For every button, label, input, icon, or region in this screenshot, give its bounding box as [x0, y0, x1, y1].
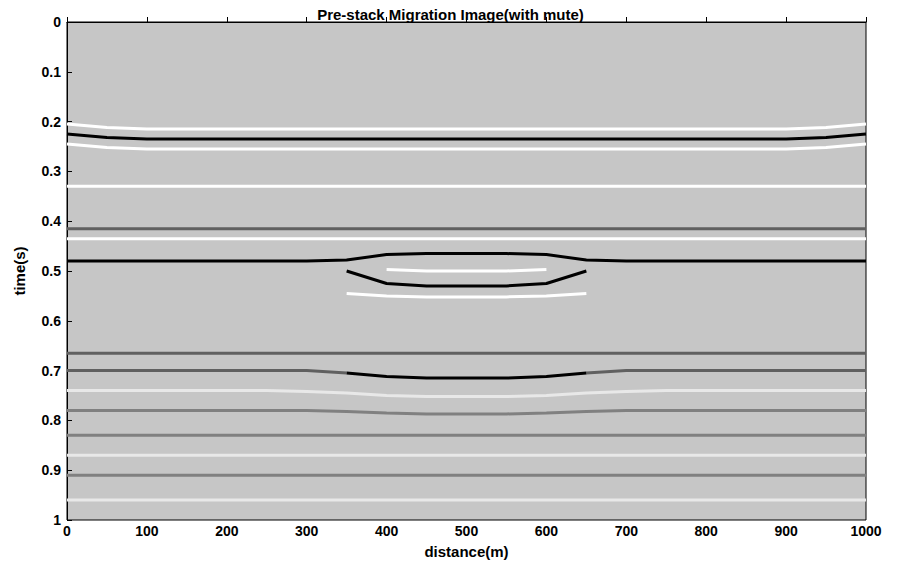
- svg-text:800: 800: [695, 523, 719, 539]
- svg-text:0.7: 0.7: [42, 363, 62, 379]
- svg-text:0.5: 0.5: [42, 263, 62, 279]
- svg-text:0.9: 0.9: [42, 462, 62, 478]
- svg-text:700: 700: [615, 523, 639, 539]
- svg-text:distance(m): distance(m): [424, 543, 508, 560]
- svg-text:0: 0: [63, 523, 71, 539]
- svg-text:0.6: 0.6: [42, 313, 62, 329]
- svg-text:0.1: 0.1: [42, 64, 62, 80]
- svg-text:900: 900: [774, 523, 798, 539]
- svg-text:0: 0: [53, 14, 61, 30]
- svg-text:Pre-stack Migration Image(with: Pre-stack Migration Image(with mute): [317, 6, 584, 23]
- svg-text:1: 1: [53, 512, 61, 528]
- svg-text:500: 500: [455, 523, 479, 539]
- svg-text:time(s): time(s): [11, 246, 28, 295]
- svg-text:600: 600: [535, 523, 559, 539]
- svg-text:1000: 1000: [850, 523, 881, 539]
- svg-text:0.2: 0.2: [42, 114, 62, 130]
- svg-text:400: 400: [375, 523, 399, 539]
- svg-text:0.8: 0.8: [42, 412, 62, 428]
- svg-text:0.4: 0.4: [42, 213, 62, 229]
- svg-text:200: 200: [215, 523, 239, 539]
- svg-text:0.3: 0.3: [42, 163, 62, 179]
- svg-text:300: 300: [295, 523, 319, 539]
- svg-text:100: 100: [135, 523, 159, 539]
